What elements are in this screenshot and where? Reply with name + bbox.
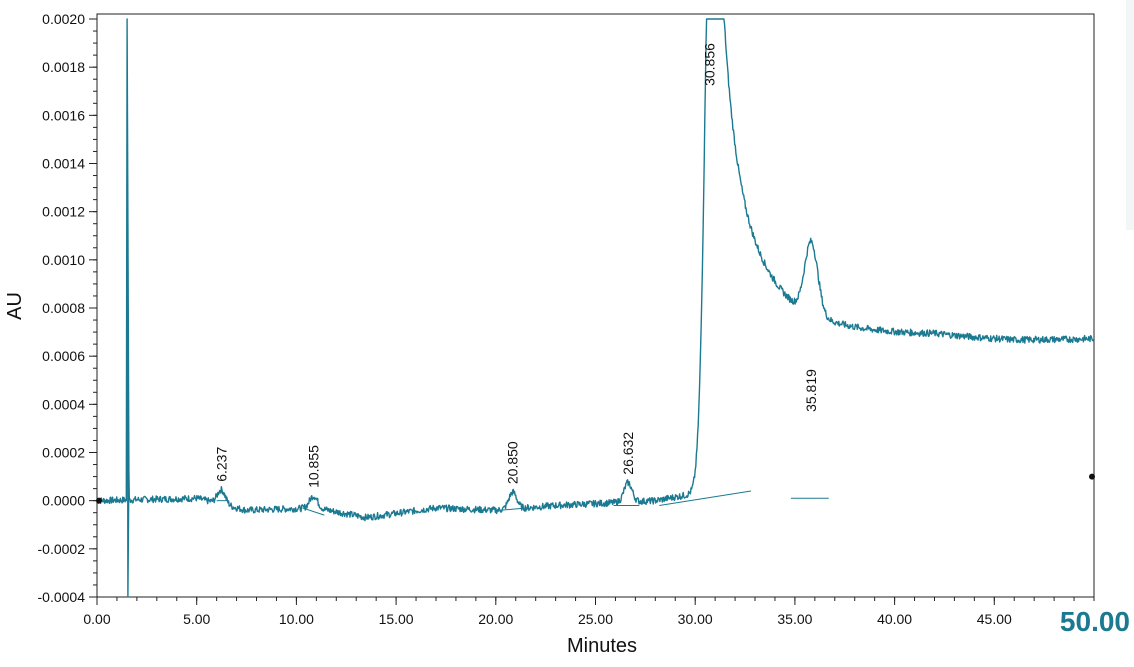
edge-strip [1126, 0, 1134, 230]
peak-label: 10.855 [305, 445, 321, 488]
peak-label: 26.632 [620, 432, 636, 475]
y-tick-label: 0.0012 [42, 204, 85, 220]
x-tick-label: 25.00 [578, 611, 613, 627]
x-axis-end-value: 50.00 [1060, 606, 1130, 637]
y-tick-label: -0.0002 [38, 541, 86, 557]
peak-labels: 6.237 10.855 20.850 26.632 30.856 35.819 [213, 43, 819, 488]
x-tick-label: 0.00 [83, 611, 110, 627]
peak-label: 30.856 [701, 43, 717, 86]
peak-label: 35.819 [803, 369, 819, 412]
chromatogram-trace [96, 18, 1095, 598]
peak-label: 20.850 [505, 441, 521, 484]
y-tick-label: 0.0000 [42, 493, 85, 509]
peak-label: 6.237 [213, 447, 229, 482]
y-axis: -0.0004 -0.0002 0.0000 0.0002 0.0004 0.0006 0.… [38, 11, 97, 605]
trace-end-marker [1089, 473, 1095, 480]
x-tick-label: 5.00 [183, 611, 210, 627]
y-tick-label: 0.0014 [42, 156, 85, 172]
x-tick-label: 30.00 [678, 611, 713, 627]
x-tick-label: 35.00 [777, 611, 812, 627]
y-tick-label: -0.0004 [38, 589, 86, 605]
y-tick-label: 0.0008 [42, 300, 85, 316]
y-tick-label: 0.0006 [42, 348, 85, 364]
x-axis: 0.00 5.00 10.00 15.00 20.00 25.00 30.00 35.00 40… [83, 597, 1095, 627]
x-axis-title: Minutes [567, 635, 637, 657]
trace-start-marker [96, 497, 102, 504]
y-axis-title: AU [4, 292, 26, 320]
y-tick-label: 0.0002 [42, 445, 85, 461]
y-tick-label: 0.0018 [42, 59, 85, 75]
x-tick-label: 45.00 [977, 611, 1012, 627]
x-tick-label: 15.00 [379, 611, 414, 627]
y-tick-label: 0.0004 [42, 396, 85, 412]
integration-baseline [659, 490, 752, 506]
x-tick-label: 40.00 [877, 611, 912, 627]
plot-area-frame [96, 13, 1095, 598]
y-tick-label: 0.0020 [42, 11, 85, 27]
y-tick-label: 0.0010 [42, 252, 85, 268]
x-tick-label: 20.00 [478, 611, 513, 627]
y-tick-label: 0.0016 [42, 107, 85, 123]
x-tick-label: 10.00 [279, 611, 314, 627]
